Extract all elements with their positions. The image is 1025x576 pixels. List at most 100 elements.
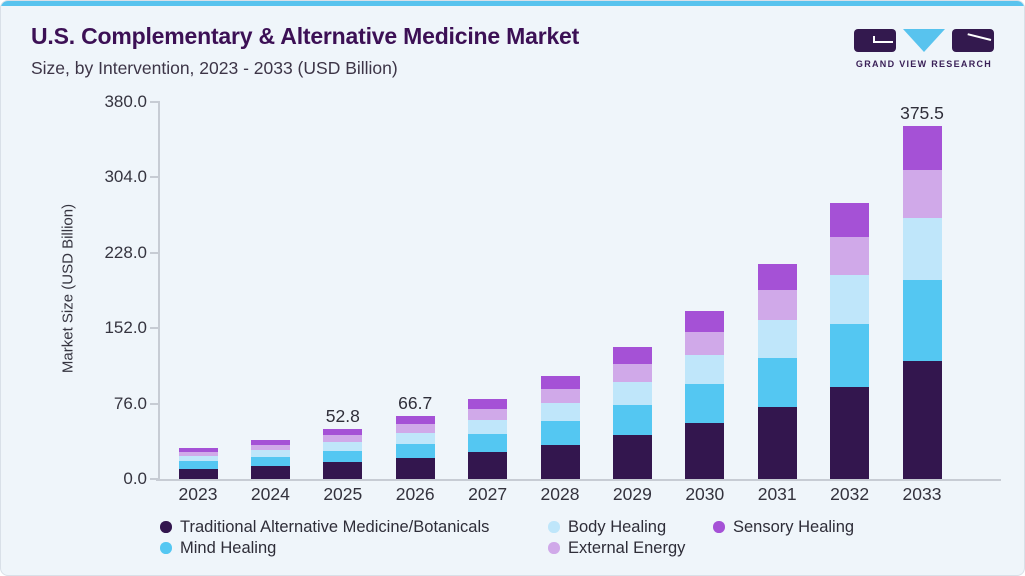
bar-segment-body-healing — [323, 442, 363, 451]
page-title: U.S. Complementary & Alternative Medicin… — [31, 23, 580, 49]
bar-2026 — [395, 416, 435, 479]
y-tick-mark — [150, 251, 159, 254]
legend-label-mind-healing: Mind Healing — [180, 538, 277, 557]
y-axis-line — [158, 101, 160, 480]
bar-segment-mind-healing — [250, 456, 290, 466]
bar-total-label: 52.8 — [325, 406, 360, 427]
x-tick-label: 2032 — [830, 484, 870, 504]
bar-2025 — [323, 429, 363, 479]
logo-text: GRAND VIEW RESEARCH — [855, 59, 993, 69]
gvr-logo: GRAND VIEW RESEARCH — [854, 29, 994, 69]
bar-segment-traditional-alternative-medicine-botanicals — [323, 462, 363, 479]
logo-g-block-icon — [854, 29, 896, 52]
bar-segment-mind-healing — [395, 443, 435, 458]
top-accent-bar — [1, 1, 1024, 6]
bar-2024 — [250, 439, 290, 479]
bar-segment-body-healing — [612, 381, 652, 405]
bar-segment-traditional-alternative-medicine-botanicals — [902, 360, 942, 479]
x-tick-label: 2023 — [178, 484, 218, 504]
legend-label-body-healing: Body Healing — [568, 517, 667, 536]
bar-segment-body-healing — [468, 419, 508, 434]
bar-segment-external-energy — [250, 444, 290, 450]
x-tick-label: 2027 — [468, 484, 508, 504]
bar-segment-sensory-healing — [830, 203, 870, 238]
bar-segment-external-energy — [395, 424, 435, 433]
bar-segment-traditional-alternative-medicine-botanicals — [395, 457, 435, 479]
bar-segment-traditional-alternative-medicine-botanicals — [612, 434, 652, 479]
bar-segment-body-healing — [902, 218, 942, 281]
legend-dot-mind-healing — [160, 542, 172, 554]
x-tick-label: 2029 — [612, 484, 652, 504]
logo-v-triangle-icon — [903, 29, 945, 52]
legend-label-traditional-alternative-medicine-botanicals: Traditional Alternative Medicine/Botanic… — [180, 517, 490, 536]
bar-total-label: 375.5 — [900, 103, 944, 124]
y-tick-label: 380.0 — [104, 92, 147, 111]
x-tick-label: 2031 — [757, 484, 797, 504]
y-tick-label: 152.0 — [104, 318, 147, 338]
bar-segment-external-energy — [757, 290, 797, 320]
bar-segment-mind-healing — [468, 433, 508, 453]
legend-label-sensory-healing: Sensory Healing — [733, 517, 855, 536]
bar-segment-sensory-healing — [468, 398, 508, 409]
bar-segment-mind-healing — [902, 280, 942, 361]
bar-segment-sensory-healing — [395, 416, 435, 425]
bar-segment-body-healing — [540, 403, 580, 422]
bar-segment-traditional-alternative-medicine-botanicals — [178, 468, 218, 479]
y-tick-mark — [150, 176, 159, 179]
bar-segment-external-energy — [685, 331, 725, 355]
logo-r-block-icon — [952, 29, 994, 52]
y-tick-label: 76.0 — [113, 393, 147, 413]
bar-segment-mind-healing — [685, 384, 725, 423]
y-tick-mark — [150, 327, 159, 330]
bar-segment-external-energy — [830, 237, 870, 276]
bar-segment-traditional-alternative-medicine-botanicals — [685, 422, 725, 479]
y-tick-label: 304.0 — [104, 167, 147, 187]
bar-segment-sensory-healing — [540, 376, 580, 390]
y-tick-mark — [150, 101, 159, 103]
bar-segment-sensory-healing — [323, 429, 363, 436]
gvr-logo-shapes — [854, 29, 994, 52]
bar-segment-body-healing — [178, 456, 218, 462]
bar-2032 — [830, 203, 870, 479]
legend-label-external-energy: External Energy — [568, 538, 686, 557]
bar-segment-external-energy — [178, 451, 218, 457]
bar-2027 — [468, 398, 508, 479]
y-tick-label: 0.0 — [123, 469, 147, 488]
y-axis-title: Market Size (USD Billion) — [59, 203, 77, 374]
bar-segment-mind-healing — [757, 357, 797, 407]
bar-segment-mind-healing — [540, 421, 580, 445]
x-tick-label: 2026 — [395, 484, 435, 504]
bar-segment-sensory-healing — [902, 126, 942, 170]
bar-segment-sensory-healing — [250, 439, 290, 445]
x-tick-label: 2028 — [540, 484, 580, 504]
bar-2029 — [612, 347, 652, 479]
bar-2023 — [178, 447, 218, 479]
bar-segment-external-energy — [612, 363, 652, 382]
x-tick-label: 2024 — [250, 484, 290, 504]
bar-segment-external-energy — [468, 408, 508, 420]
bar-segment-traditional-alternative-medicine-botanicals — [250, 465, 290, 479]
bar-2028 — [540, 376, 580, 479]
bar-segment-mind-healing — [830, 323, 870, 387]
bar-segment-traditional-alternative-medicine-botanicals — [540, 444, 580, 479]
bar-segment-body-healing — [685, 354, 725, 385]
bar-segment-sensory-healing — [757, 263, 797, 291]
bar-segment-external-energy — [902, 169, 942, 219]
bar-segment-body-healing — [757, 319, 797, 358]
x-tick-label: 2025 — [323, 484, 363, 504]
bar-segment-external-energy — [540, 389, 580, 404]
legend-dot-external-energy — [548, 542, 560, 554]
bar-segment-mind-healing — [612, 404, 652, 435]
bar-2030 — [685, 310, 725, 479]
bar-segment-body-healing — [250, 449, 290, 457]
legend-dot-sensory-healing — [713, 521, 725, 533]
bar-2033 — [902, 126, 942, 479]
x-tick-label: 2033 — [902, 484, 942, 504]
bar-segment-body-healing — [830, 275, 870, 324]
x-tick-label: 2030 — [685, 484, 725, 504]
bar-segment-traditional-alternative-medicine-botanicals — [830, 386, 870, 479]
x-axis-line — [156, 478, 1001, 481]
bar-segment-traditional-alternative-medicine-botanicals — [757, 406, 797, 479]
